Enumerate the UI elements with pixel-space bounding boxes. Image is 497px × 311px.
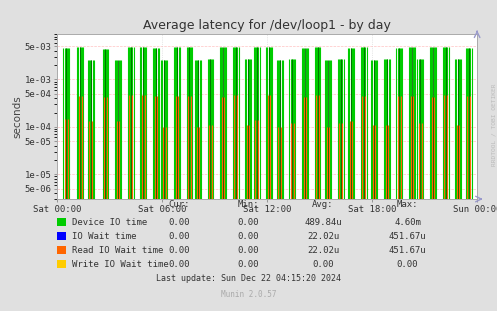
Text: 0.00: 0.00 <box>238 260 259 269</box>
Title: Average latency for /dev/loop1 - by day: Average latency for /dev/loop1 - by day <box>143 19 391 32</box>
Text: 0.00: 0.00 <box>238 246 259 255</box>
Text: RRDTOOL / TOBI OETIKER: RRDTOOL / TOBI OETIKER <box>491 83 496 166</box>
Text: 0.00: 0.00 <box>168 218 190 227</box>
Text: 22.02u: 22.02u <box>307 232 339 241</box>
Text: IO Wait time: IO Wait time <box>72 232 137 241</box>
Text: 489.84u: 489.84u <box>304 218 342 227</box>
Text: Min:: Min: <box>238 200 259 209</box>
Text: Read IO Wait time: Read IO Wait time <box>72 246 164 255</box>
Text: Munin 2.0.57: Munin 2.0.57 <box>221 290 276 299</box>
Text: Cur:: Cur: <box>168 200 190 209</box>
Text: 451.67u: 451.67u <box>389 246 426 255</box>
Text: 0.00: 0.00 <box>238 218 259 227</box>
Text: 451.67u: 451.67u <box>389 232 426 241</box>
Text: Avg:: Avg: <box>312 200 334 209</box>
Text: Last update: Sun Dec 22 04:15:20 2024: Last update: Sun Dec 22 04:15:20 2024 <box>156 274 341 283</box>
Text: 0.00: 0.00 <box>168 232 190 241</box>
Text: 0.00: 0.00 <box>168 260 190 269</box>
Text: 4.60m: 4.60m <box>394 218 421 227</box>
Text: 0.00: 0.00 <box>168 246 190 255</box>
Text: Max:: Max: <box>397 200 418 209</box>
Text: 0.00: 0.00 <box>238 232 259 241</box>
Text: 0.00: 0.00 <box>312 260 334 269</box>
Text: 22.02u: 22.02u <box>307 246 339 255</box>
Text: Write IO Wait time: Write IO Wait time <box>72 260 169 269</box>
Text: 0.00: 0.00 <box>397 260 418 269</box>
Text: Device IO time: Device IO time <box>72 218 147 227</box>
Y-axis label: seconds: seconds <box>12 95 22 138</box>
